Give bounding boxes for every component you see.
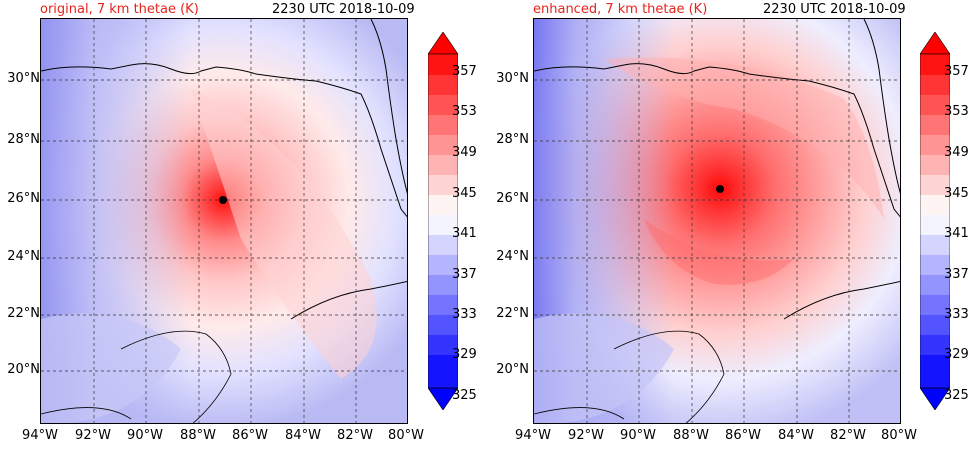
lon-label: 90°W	[127, 428, 163, 443]
map-gridlines	[41, 19, 407, 423]
colorbar-label: 329	[452, 347, 477, 362]
colorbar-label: 325	[944, 388, 969, 403]
thetae-yucatan	[41, 313, 181, 423]
mexico-coastline	[534, 407, 625, 420]
lon-label: 80°W	[388, 428, 424, 443]
lon-label: 88°W	[673, 428, 709, 443]
colorbar-label: 349	[944, 145, 969, 160]
colorbar	[428, 32, 458, 410]
colorbar-label: 333	[944, 307, 969, 322]
colorbar-label: 337	[452, 267, 477, 282]
lat-label: 24°N	[7, 249, 40, 264]
colorbar-steps	[920, 54, 950, 388]
colorbar-label: 333	[452, 307, 477, 322]
gulf-coastline	[41, 63, 407, 218]
lon-label: 94°W	[515, 428, 551, 443]
lat-label: 20°N	[496, 362, 529, 377]
lon-label: 84°W	[778, 428, 814, 443]
map-gridlines	[534, 19, 900, 423]
panel-title: enhanced, 7 km thetae (K)	[533, 2, 708, 17]
map-svg	[41, 19, 407, 423]
lat-label: 24°N	[496, 249, 529, 264]
lon-label: 92°W	[568, 428, 604, 443]
lat-label: 26°N	[7, 191, 40, 206]
panel-timestamp: 2230 UTC 2018-10-09	[763, 2, 906, 17]
lon-label: 82°W	[830, 428, 866, 443]
mexico-coastline	[41, 407, 132, 420]
colorbar-label: 353	[944, 104, 969, 119]
colorbar-label: 357	[944, 64, 969, 79]
cuba-coastline	[290, 280, 407, 320]
colorbar-label: 345	[452, 186, 477, 201]
colorbar-label: 357	[452, 64, 477, 79]
colorbar-label: 345	[944, 186, 969, 201]
florida-east-coast	[370, 19, 407, 194]
panel-original: original, 7 km thetae (K) 2230 UTC 2018-…	[7, 2, 477, 443]
yucatan-coastline	[120, 330, 232, 423]
yucatan-coastline	[613, 330, 725, 423]
lat-label: 30°N	[7, 71, 40, 86]
lat-label: 20°N	[7, 362, 40, 377]
thetae-band	[604, 57, 884, 220]
gulf-coastline	[534, 63, 900, 218]
colorbar-steps	[428, 54, 458, 388]
lon-label: 86°W	[232, 428, 268, 443]
lon-label: 82°W	[337, 428, 373, 443]
map-enhanced	[533, 18, 901, 424]
colorbar-label: 341	[944, 226, 969, 241]
colorbar-label: 329	[944, 347, 969, 362]
lon-label: 86°W	[725, 428, 761, 443]
florida-east-coast	[863, 19, 900, 194]
lat-label: 30°N	[496, 71, 529, 86]
colorbar-label: 341	[452, 226, 477, 241]
colorbar-label: 353	[452, 104, 477, 119]
panel-enhanced: enhanced, 7 km thetae (K) 2230 UTC 2018-…	[486, 0, 972, 449]
thetae-band	[191, 89, 377, 379]
lon-label: 88°W	[180, 428, 216, 443]
thetae-yucatan	[534, 313, 674, 423]
lat-label: 22°N	[7, 306, 40, 321]
lat-label: 28°N	[7, 132, 40, 147]
lon-label: 80°W	[881, 428, 917, 443]
colorbar-label: 325	[452, 388, 477, 403]
storm-center-marker	[716, 185, 724, 193]
lat-label: 28°N	[496, 132, 529, 147]
lat-label: 26°N	[496, 191, 529, 206]
colorbar-label: 349	[452, 145, 477, 160]
lon-label: 90°W	[620, 428, 656, 443]
colorbar-label: 337	[944, 267, 969, 282]
cuba-coastline	[783, 280, 900, 320]
storm-center-marker	[219, 196, 227, 204]
map-original	[40, 18, 408, 424]
lat-label: 22°N	[496, 306, 529, 321]
lon-label: 84°W	[285, 428, 321, 443]
panel-title: original, 7 km thetae (K)	[40, 2, 199, 17]
thetae-rainband	[644, 219, 794, 285]
lon-label: 94°W	[22, 428, 58, 443]
map-svg	[534, 19, 900, 423]
panel-timestamp: 2230 UTC 2018-10-09	[272, 2, 415, 17]
lon-label: 92°W	[75, 428, 111, 443]
colorbar	[920, 32, 950, 410]
